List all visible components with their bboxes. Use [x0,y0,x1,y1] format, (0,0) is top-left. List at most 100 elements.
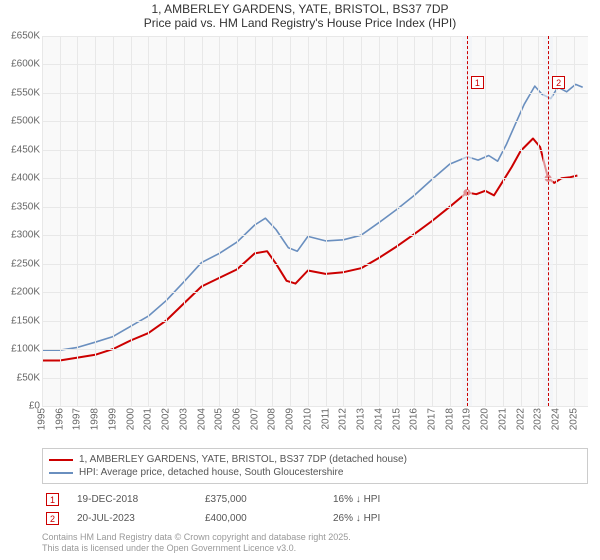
x-axis-label: 2016 [409,408,420,430]
x-axis-label: 2010 [302,408,313,430]
x-axis-label: 2022 [515,408,526,430]
gridline-h [42,406,588,407]
x-axis-label: 2013 [356,408,367,430]
transaction-row: 2 20-JUL-2023 £400,000 26% ↓ HPI [42,509,588,528]
y-axis-label: £650K [0,31,40,42]
x-axis-label: 2025 [568,408,579,430]
transaction-pct: 26% ↓ HPI [333,513,443,524]
transactions-table: 119-DEC-2018£375,00016% ↓ HPI220-JUL-202… [42,490,588,528]
legend-swatch [49,472,73,474]
gridline-h [42,321,588,322]
gridline-h [42,121,588,122]
chart-plot-area: £0£50K£100K£150K£200K£250K£300K£350K£400… [42,36,588,406]
gridline-h [42,36,588,37]
y-axis-label: £50K [0,372,40,383]
gridline-v [77,36,78,406]
transaction-row: 119-DEC-2018£375,00016% ↓ HPI [42,490,588,509]
x-axis-label: 1998 [90,408,101,430]
gridline-v [202,36,203,406]
gridline-v [308,36,309,406]
gridline-v [255,36,256,406]
transaction-price: £375,000 [205,494,315,505]
y-axis-label: £550K [0,87,40,98]
gridline-v [414,36,415,406]
legend-area: 1, AMBERLEY GARDENS, YATE, BRISTOL, BS37… [42,448,588,555]
x-axis-label: 2002 [161,408,172,430]
sale-marker-label: 2 [552,76,565,89]
x-axis-label: 2012 [338,408,349,430]
gridline-h [42,378,588,379]
y-axis-label: £600K [0,59,40,70]
gridline-v [95,36,96,406]
legend-item: HPI: Average price, detached house, Sout… [49,466,581,479]
series-line-hpi [42,84,583,350]
x-axis-label: 2011 [320,408,331,430]
gridline-v [290,36,291,406]
transaction-price: £400,000 [205,513,315,524]
legend-item: 1, AMBERLEY GARDENS, YATE, BRISTOL, BS37… [49,453,581,466]
x-axis-label: 2023 [533,408,544,430]
legend-label: 1, AMBERLEY GARDENS, YATE, BRISTOL, BS37… [79,454,407,465]
x-axis-label: 2009 [285,408,296,430]
gridline-v [237,36,238,406]
x-axis-label: 2019 [462,408,473,430]
x-axis-label: 2015 [391,408,402,430]
x-axis-label: 2001 [143,408,154,430]
gridline-v [148,36,149,406]
x-axis-label: 2020 [480,408,491,430]
gridline-v [361,36,362,406]
series-line-price_paid [42,139,577,361]
y-axis-label: £450K [0,144,40,155]
gridline-v [521,36,522,406]
y-axis-label: £250K [0,258,40,269]
transaction-pct: 16% ↓ HPI [333,494,443,505]
legend-swatch [49,459,73,461]
footer-line1: Contains HM Land Registry data © Crown c… [42,532,588,543]
transaction-date: 19-DEC-2018 [77,494,187,505]
x-axis-label: 2018 [444,408,455,430]
x-axis-label: 2000 [125,408,136,430]
gridline-h [42,64,588,65]
gridline-v [60,36,61,406]
y-axis-label: £150K [0,315,40,326]
gridline-v [131,36,132,406]
y-axis-label: £0 [0,401,40,412]
x-axis-label: 2008 [267,408,278,430]
x-axis-label: 1996 [54,408,65,430]
x-axis-label: 1999 [107,408,118,430]
footer-line2: This data is licensed under the Open Gov… [42,543,588,554]
sale-marker-line [548,36,549,406]
gridline-v [485,36,486,406]
y-axis-label: £350K [0,201,40,212]
gridline-v [113,36,114,406]
transaction-date: 20-JUL-2023 [77,513,187,524]
y-axis-label: £300K [0,230,40,241]
x-axis-label: 2024 [551,408,562,430]
chart-container: 1, AMBERLEY GARDENS, YATE, BRISTOL, BS37… [0,0,600,560]
gridline-v [556,36,557,406]
gridline-v [432,36,433,406]
transaction-marker: 2 [46,512,59,525]
x-axis-label: 2004 [196,408,207,430]
y-axis-label: £100K [0,344,40,355]
x-axis-label: 2021 [497,408,508,430]
gridline-v [166,36,167,406]
gridline-v [272,36,273,406]
x-axis-label: 2007 [249,408,260,430]
gridline-v [503,36,504,406]
gridline-v [326,36,327,406]
gridline-v [343,36,344,406]
gridline-h [42,207,588,208]
gridline-h [42,93,588,94]
gridline-h [42,292,588,293]
gridline-h [42,349,588,350]
gridline-h [42,150,588,151]
y-axis-label: £200K [0,287,40,298]
title-line2: Price paid vs. HM Land Registry's House … [0,16,600,30]
gridline-v [379,36,380,406]
gridline-v [397,36,398,406]
legend-box: 1, AMBERLEY GARDENS, YATE, BRISTOL, BS37… [42,448,588,484]
x-axis-label: 2017 [427,408,438,430]
y-axis-label: £500K [0,116,40,127]
x-axis-label: 1995 [37,408,48,430]
